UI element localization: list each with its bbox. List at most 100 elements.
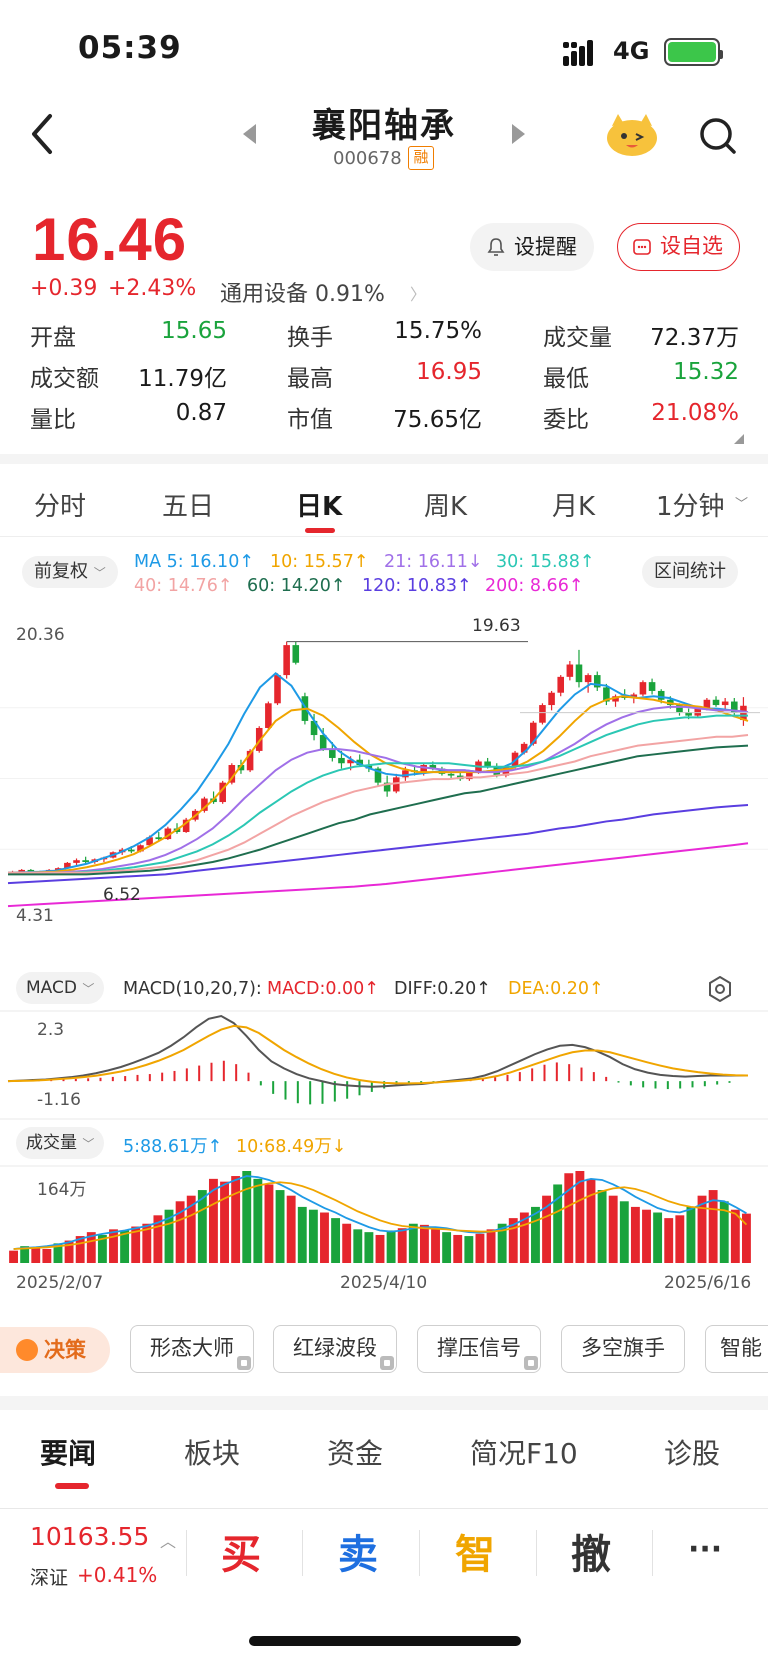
stock-name: 襄阳轴承 xyxy=(312,106,456,146)
adjust-mode-dropdown[interactable]: 前复权 ﹀ xyxy=(22,556,118,588)
candle-body xyxy=(18,869,25,872)
news-tab[interactable]: 简况F10 xyxy=(470,1437,578,1470)
volume-bar xyxy=(220,1181,229,1263)
macd-chart[interactable] xyxy=(0,1010,768,1120)
tab-chart-period[interactable]: 1分钟 xyxy=(656,492,725,522)
volume-bar xyxy=(275,1190,285,1263)
tab-chart-period[interactable]: 日K xyxy=(296,492,343,522)
news-tab[interactable]: 板块 xyxy=(184,1437,241,1470)
volume-bar xyxy=(97,1234,107,1263)
volume-bar xyxy=(675,1215,685,1263)
stat-label: 成交量 xyxy=(543,325,612,351)
decision-button[interactable]: 决策 xyxy=(0,1327,110,1373)
volume-bar xyxy=(586,1178,596,1263)
next-stock-icon[interactable] xyxy=(512,124,525,144)
candle-body xyxy=(685,712,692,716)
back-icon[interactable] xyxy=(28,112,58,156)
volume-bar xyxy=(308,1209,318,1263)
volume-bar xyxy=(508,1218,518,1263)
feature-pattern-master[interactable]: 形态大师 xyxy=(130,1325,254,1373)
feature-label: 智能 xyxy=(720,1336,762,1360)
mascot-icon[interactable] xyxy=(604,110,660,158)
volume-chart[interactable] xyxy=(0,1165,768,1265)
candle-body xyxy=(447,773,455,776)
interval-stats-button[interactable]: 区间统计 xyxy=(642,556,738,588)
index-value[interactable]: 10163.55 xyxy=(30,1522,150,1551)
stat-value: 72.37万 xyxy=(650,325,739,351)
chevron-up-icon[interactable]: ︿ xyxy=(160,1532,177,1551)
candle-body xyxy=(584,675,592,683)
volume-bar xyxy=(630,1206,640,1263)
divider xyxy=(419,1530,420,1576)
set-reminder-label: 设提醒 xyxy=(514,235,577,259)
search-icon[interactable] xyxy=(698,116,738,156)
stat-label: 最高 xyxy=(287,366,333,392)
ma-line-ma10 xyxy=(8,695,749,874)
tab-chart-period[interactable]: 月K xyxy=(552,492,596,522)
kline-chart[interactable] xyxy=(0,615,768,945)
news-tab[interactable]: 诊股 xyxy=(664,1437,721,1470)
add-favorite-button[interactable]: 设自选 xyxy=(617,223,740,271)
expand-corner-icon[interactable] xyxy=(734,434,744,444)
diff-value: DIFF:0.20↑ xyxy=(394,979,491,999)
volume-bar xyxy=(464,1236,474,1263)
candle-body xyxy=(219,782,226,803)
stat-label: 最低 xyxy=(543,366,589,392)
cancel-order-button[interactable]: 撤 xyxy=(571,1532,611,1578)
buy-button[interactable]: 买 xyxy=(221,1532,261,1578)
chevron-down-icon: ﹀ xyxy=(93,566,106,580)
volume-bar xyxy=(497,1223,507,1263)
chevron-down-icon[interactable]: ﹀ xyxy=(735,497,749,512)
candle-body xyxy=(292,645,300,663)
signal-icon xyxy=(563,40,593,66)
volume-bar xyxy=(397,1228,407,1263)
volume-bar xyxy=(597,1190,607,1263)
volume-bar xyxy=(208,1178,218,1263)
volume-bar xyxy=(431,1229,440,1263)
volume-bar xyxy=(686,1206,696,1263)
tab-chart-period[interactable]: 周K xyxy=(424,492,468,522)
dea-value: DEA:0.20↑ xyxy=(508,979,604,999)
lock-icon xyxy=(380,1356,394,1370)
divider xyxy=(186,1530,187,1576)
candle-body xyxy=(283,645,290,676)
set-reminder-button[interactable]: 设提醒 xyxy=(470,223,594,271)
feature-support-resistance[interactable]: 撑压信号 xyxy=(417,1325,541,1373)
ma-line-ma120 xyxy=(7,804,749,885)
sector-link[interactable]: 通用设备 0.91% xyxy=(220,282,385,307)
tab-chart-period[interactable]: 分时 xyxy=(34,492,87,522)
settings-icon[interactable] xyxy=(707,976,733,1002)
news-tab[interactable]: 要闻 xyxy=(40,1437,97,1470)
volume-bar xyxy=(386,1230,396,1263)
index-pct: +0.41% xyxy=(77,1563,158,1587)
news-tab[interactable]: 资金 xyxy=(327,1437,384,1470)
prev-stock-icon[interactable] xyxy=(243,124,256,144)
feature-smart[interactable]: 智能 xyxy=(705,1325,768,1373)
volume-dropdown[interactable]: 成交量 ﹀ xyxy=(16,1127,105,1159)
macd-axis-bottom: -1.16 xyxy=(37,1090,81,1110)
diff-line xyxy=(7,1014,748,1088)
candle-body xyxy=(228,765,236,783)
feature-bull-bear[interactable]: 多空旗手 xyxy=(561,1325,685,1373)
volume-bar xyxy=(253,1178,263,1263)
tab-chart-period[interactable]: 五日 xyxy=(162,492,215,522)
ma-value: 21: 16.11↓ xyxy=(384,552,483,572)
candle-body xyxy=(310,720,318,736)
feature-red-green-band[interactable]: 红绿波段 xyxy=(273,1325,397,1373)
status-time: 05:39 xyxy=(78,30,182,66)
kline-axis-top: 20.36 xyxy=(16,625,65,645)
volume-bar xyxy=(120,1230,130,1263)
sell-button[interactable]: 卖 xyxy=(338,1532,378,1578)
candle-body xyxy=(237,765,245,771)
smart-button[interactable]: 智 xyxy=(455,1532,495,1578)
volume-bar xyxy=(564,1173,574,1263)
feature-label: 多空旗手 xyxy=(581,1336,665,1360)
candle-body xyxy=(338,757,345,764)
candle-body xyxy=(530,722,537,744)
more-button[interactable]: ··· xyxy=(688,1532,723,1567)
section-separator xyxy=(0,454,768,464)
tab-active-indicator xyxy=(305,528,335,533)
candle-body xyxy=(721,701,729,706)
macd-dropdown[interactable]: MACD ﹀ xyxy=(16,972,105,1004)
volume-ma10-line xyxy=(13,1181,748,1250)
